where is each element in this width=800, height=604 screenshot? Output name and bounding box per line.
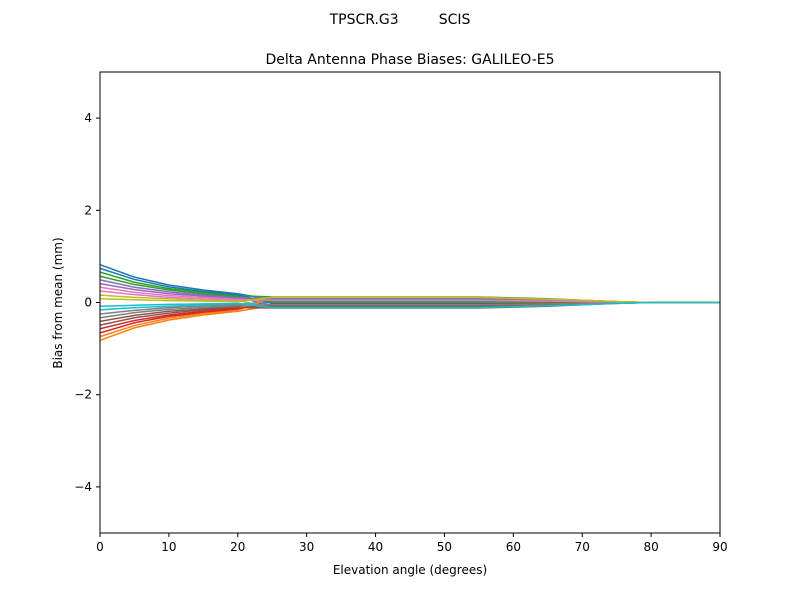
- x-tick-label: 70: [575, 540, 590, 554]
- x-tick-label: 90: [712, 540, 727, 554]
- x-tick-label: 30: [299, 540, 314, 554]
- chart-title: Delta Antenna Phase Biases: GALILEO-E5: [265, 52, 554, 68]
- y-axis-label: Bias from mean (mm): [51, 237, 65, 368]
- x-axis-label: Elevation angle (degrees): [333, 563, 487, 577]
- series-line-19: [99, 296, 720, 304]
- y-tick-label: −4: [74, 480, 92, 494]
- suptitle: TPSCR.G3 SCIS: [329, 12, 471, 28]
- ticks: 0 10 20 30 40 50 60 70 80 90 −4 −2 0 2 4: [74, 111, 727, 554]
- x-tick-label: 40: [368, 540, 383, 554]
- x-tick-label: 10: [161, 540, 176, 554]
- y-tick-label: −2: [74, 388, 92, 402]
- y-tick-label: 4: [84, 111, 92, 125]
- series-line-20: [99, 301, 720, 309]
- x-tick-label: 60: [506, 540, 521, 554]
- y-tick-label: 2: [84, 203, 92, 217]
- x-tick-label: 50: [437, 540, 452, 554]
- x-tick-label: 20: [230, 540, 245, 554]
- y-tick-label: 0: [84, 296, 92, 310]
- x-tick-label: 0: [96, 540, 104, 554]
- series-lines: [99, 263, 720, 342]
- x-tick-label: 80: [643, 540, 658, 554]
